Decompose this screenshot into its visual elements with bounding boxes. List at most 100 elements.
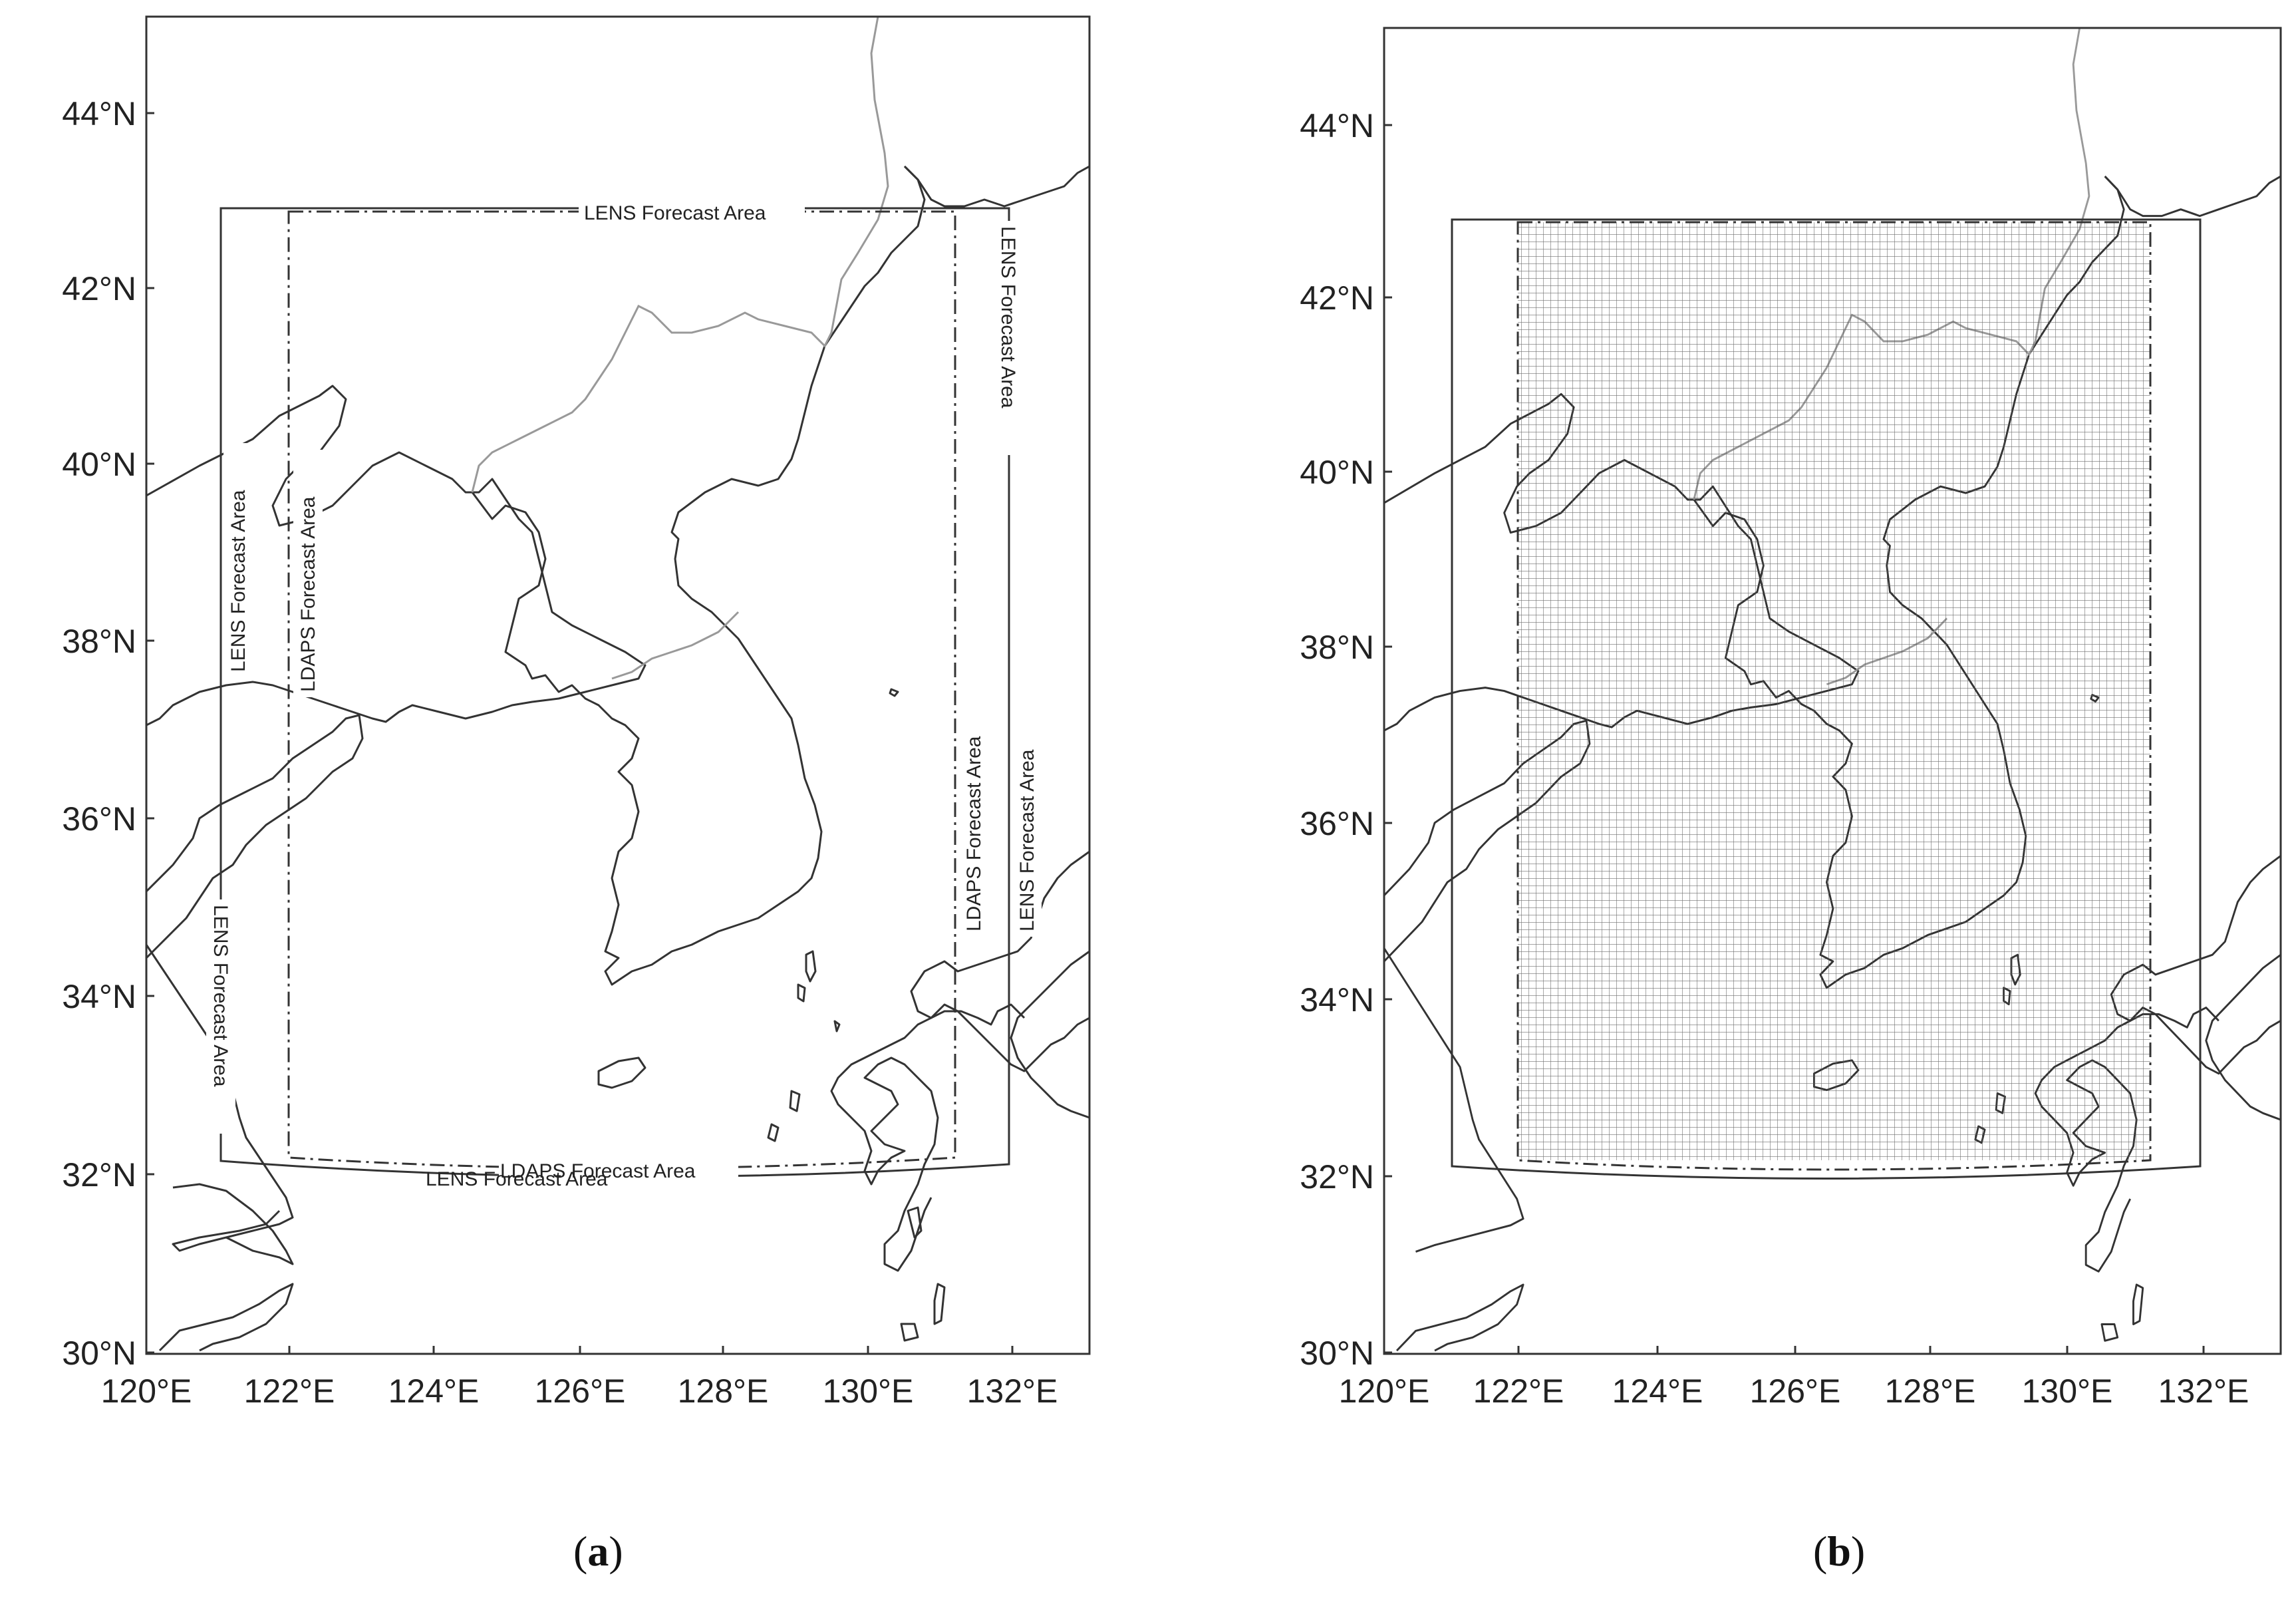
jeju-island [597,1056,646,1089]
lens-domain-b [1451,218,2202,1180]
lon-tick: 132°E [2158,1372,2249,1410]
ldaps-grid-b [1518,222,2150,1160]
tanega-island [933,1283,946,1325]
ldaps-right-label: LDAPS Forecast Area [963,736,985,931]
caption-letter: b [1827,1527,1851,1575]
lat-tick: 42°N [1300,279,1374,317]
lens-right-upper-label: LENS Forecast Area [997,226,1019,408]
ulleung-island [889,688,899,697]
caption-close: ) [609,1527,623,1575]
label-bg [1012,703,1042,937]
lat-tick: 38°N [62,623,136,660]
small-island-4 [833,1020,841,1033]
map-frame-b [1383,27,2282,1355]
panel-caption-a: (a) [573,1527,623,1576]
tanega-island [2132,1283,2144,1325]
label-bg [499,1158,738,1183]
ldaps-right-group: LDAPS Forecast Area [959,689,988,937]
kyushu-island [907,1206,923,1239]
lens-top-label: LENS Forecast Area [584,202,766,224]
yaku-island [900,1323,919,1342]
lens-right-upper-group: LENS Forecast Area [994,221,1023,455]
lat-tick: 30°N [62,1335,136,1372]
map-panel-a: LENS Forecast Area LENS Forecast Area LD… [62,15,1091,1576]
lat-tick: 44°N [1300,107,1374,144]
lens-bottom-label: LENS Forecast Area [426,1168,608,1190]
panel-caption-b: (b) [1813,1527,1865,1576]
map-frame-a [145,15,1091,1355]
small-island-3 [767,1123,780,1142]
lens-left-upper-group: LENS Forecast Area [223,443,253,677]
lon-tick: 126°E [1750,1372,1841,1410]
lon-axis-a: 120°E 122°E 124°E 126°E 128°E 130°E 132°… [101,1346,1058,1410]
japan-east-coast [1010,950,1089,1119]
lon-tick: 128°E [1885,1372,1976,1410]
lens-right-lower-label: LENS Forecast Area [1016,749,1038,931]
lat-tick: 32°N [1300,1158,1374,1196]
lon-tick: 120°E [101,1372,192,1410]
label-bg [206,899,235,1134]
lat-tick: 36°N [62,800,136,838]
map-b-svg: 44°N 42°N 40°N 38°N 36°N 34°N 32°N 30°N … [1300,27,2282,1410]
lon-tick: 126°E [535,1372,626,1410]
lat-tick: 36°N [1300,805,1374,842]
ldaps-bottom-label: LDAPS Forecast Area [500,1160,696,1182]
china-coast-2 [172,1183,294,1265]
ldaps-domain-b [1516,221,2152,1171]
ldaps-left-label: LDAPS Forecast Area [297,496,319,692]
lon-tick: 132°E [967,1372,1058,1410]
label-bg [579,196,805,226]
lon-tick: 122°E [244,1372,335,1410]
caption-close: ) [1850,1527,1866,1575]
lat-tick: 40°N [1300,454,1374,491]
map-a-svg: LENS Forecast Area LENS Forecast Area LD… [62,15,1091,1410]
china-south-coast [158,1283,294,1352]
lat-axis-b: 44°N 42°N 40°N 38°N 36°N 34°N 32°N 30°N [1300,107,1392,1372]
china-east-coast [1384,947,1524,1253]
lens-left-lower-label: LENS Forecast Area [210,905,231,1087]
china-russia-border [471,17,889,493]
map-panel-b: 44°N 42°N 40°N 38°N 36°N 34°N 32°N 30°N … [1148,0,2296,1604]
japan-east-coast [2205,953,2281,1121]
caption-letter: a [587,1527,609,1575]
lon-tick: 124°E [1612,1372,1703,1410]
caption-open: ( [1813,1527,1828,1575]
korea-dmz [611,611,740,680]
lon-tick: 130°E [2022,1372,2113,1410]
lon-tick: 130°E [823,1372,914,1410]
small-island-1 [797,983,806,1003]
russia-coast [2104,175,2281,218]
lat-tick: 34°N [1300,981,1374,1019]
china-south-coast [1396,1283,1524,1352]
lon-tick: 122°E [1473,1372,1564,1410]
russia-coast [903,165,1089,208]
lens-left-upper-label: LENS Forecast Area [227,490,249,672]
lon-tick: 124°E [388,1372,480,1410]
lat-tick: 42°N [62,270,136,307]
ldaps-domain-a [287,210,956,1170]
lat-tick: 40°N [62,446,136,483]
yaku-island [2100,1323,2119,1342]
lat-axis-a: 44°N 42°N 40°N 38°N 36°N 34°N 32°N 30°N [62,95,154,1372]
label-bg [293,450,323,697]
lat-tick: 38°N [1300,629,1374,666]
label-bg [959,689,988,937]
lon-tick: 120°E [1339,1372,1430,1410]
lat-tick: 32°N [62,1156,136,1194]
ldaps-left-group: LDAPS Forecast Area [293,450,323,697]
caption-open: ( [573,1527,588,1575]
lens-right-lower-group: LENS Forecast Area [1012,703,1042,937]
tsushima-island [805,950,817,983]
china-east-coast [146,944,294,1252]
lon-tick: 128°E [678,1372,769,1410]
lat-tick: 30°N [1300,1335,1374,1372]
japan-coast [910,850,1089,1072]
label-bg [223,443,253,677]
shandong-coast [146,714,364,959]
lens-left-lower-group: LENS Forecast Area [206,899,235,1134]
label-bg [994,221,1023,455]
korea-coast [471,165,926,986]
lon-axis-b: 120°E 122°E 124°E 126°E 128°E 130°E 132°… [1339,1346,2249,1410]
lat-tick: 34°N [62,978,136,1015]
kyushu-coast [830,1003,1026,1272]
